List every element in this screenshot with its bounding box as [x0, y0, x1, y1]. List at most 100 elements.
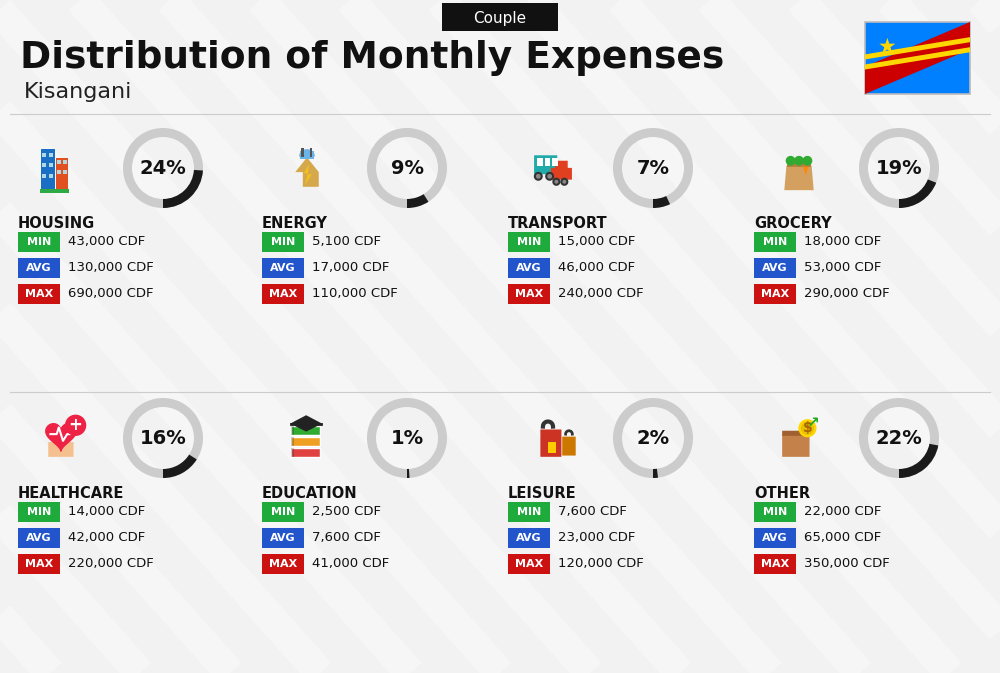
FancyBboxPatch shape — [754, 554, 796, 574]
FancyBboxPatch shape — [262, 554, 304, 574]
Text: 46,000 CDF: 46,000 CDF — [558, 262, 635, 275]
Text: Kisangani: Kisangani — [24, 82, 132, 102]
FancyBboxPatch shape — [442, 3, 558, 31]
Text: ↗: ↗ — [807, 415, 820, 430]
Polygon shape — [865, 22, 970, 94]
Text: LEISURE: LEISURE — [508, 487, 577, 501]
FancyBboxPatch shape — [262, 502, 304, 522]
FancyBboxPatch shape — [18, 258, 60, 278]
Circle shape — [553, 178, 560, 185]
FancyBboxPatch shape — [555, 161, 568, 169]
Wedge shape — [899, 180, 936, 208]
FancyBboxPatch shape — [42, 164, 46, 168]
FancyBboxPatch shape — [262, 258, 304, 278]
FancyBboxPatch shape — [508, 528, 550, 548]
FancyBboxPatch shape — [300, 151, 314, 159]
FancyBboxPatch shape — [63, 160, 67, 164]
FancyBboxPatch shape — [56, 158, 68, 191]
Wedge shape — [163, 170, 203, 208]
FancyBboxPatch shape — [49, 164, 53, 168]
Text: 42,000 CDF: 42,000 CDF — [68, 532, 145, 544]
Text: MIN: MIN — [763, 237, 787, 247]
Text: MIN: MIN — [27, 507, 51, 517]
Text: 290,000 CDF: 290,000 CDF — [804, 287, 890, 301]
Text: 53,000 CDF: 53,000 CDF — [804, 262, 881, 275]
FancyBboxPatch shape — [754, 258, 796, 278]
Circle shape — [546, 172, 553, 180]
Text: MAX: MAX — [25, 289, 53, 299]
Wedge shape — [163, 454, 197, 478]
Text: GROCERY: GROCERY — [754, 217, 832, 232]
FancyBboxPatch shape — [545, 158, 550, 166]
Text: 2%: 2% — [636, 429, 670, 448]
Text: 22%: 22% — [876, 429, 922, 448]
FancyBboxPatch shape — [18, 502, 60, 522]
Wedge shape — [407, 469, 410, 478]
Text: 5,100 CDF: 5,100 CDF — [312, 236, 381, 248]
Text: 240,000 CDF: 240,000 CDF — [558, 287, 644, 301]
Text: 2,500 CDF: 2,500 CDF — [312, 505, 381, 518]
FancyBboxPatch shape — [548, 442, 556, 453]
Circle shape — [561, 178, 568, 185]
FancyBboxPatch shape — [41, 149, 55, 191]
Text: 7,600 CDF: 7,600 CDF — [558, 505, 627, 518]
Text: 130,000 CDF: 130,000 CDF — [68, 262, 154, 275]
FancyBboxPatch shape — [534, 155, 557, 174]
FancyBboxPatch shape — [291, 448, 320, 457]
FancyBboxPatch shape — [18, 232, 60, 252]
FancyBboxPatch shape — [551, 168, 572, 180]
Polygon shape — [295, 157, 319, 187]
Text: Distribution of Monthly Expenses: Distribution of Monthly Expenses — [20, 40, 724, 76]
Wedge shape — [613, 398, 693, 478]
FancyBboxPatch shape — [63, 170, 67, 174]
FancyBboxPatch shape — [57, 170, 61, 174]
Circle shape — [548, 174, 551, 178]
FancyBboxPatch shape — [262, 528, 304, 548]
Text: AVG: AVG — [270, 533, 296, 543]
Circle shape — [802, 423, 813, 434]
FancyBboxPatch shape — [18, 554, 60, 574]
FancyBboxPatch shape — [508, 258, 550, 278]
Polygon shape — [803, 167, 808, 175]
FancyBboxPatch shape — [782, 433, 810, 457]
FancyBboxPatch shape — [40, 189, 69, 193]
Circle shape — [537, 174, 540, 178]
Circle shape — [795, 157, 803, 165]
Polygon shape — [300, 150, 314, 156]
FancyBboxPatch shape — [865, 22, 970, 94]
Text: MAX: MAX — [761, 289, 789, 299]
Text: 690,000 CDF: 690,000 CDF — [68, 287, 154, 301]
Text: 1%: 1% — [390, 429, 424, 448]
FancyBboxPatch shape — [552, 158, 558, 166]
Wedge shape — [859, 128, 939, 208]
Polygon shape — [784, 166, 814, 190]
Text: ★: ★ — [878, 37, 896, 57]
Text: 7%: 7% — [637, 160, 670, 178]
FancyBboxPatch shape — [508, 554, 550, 574]
Text: 16%: 16% — [140, 429, 186, 448]
FancyBboxPatch shape — [562, 437, 576, 456]
FancyBboxPatch shape — [754, 502, 796, 522]
Polygon shape — [46, 424, 76, 451]
FancyBboxPatch shape — [291, 448, 294, 457]
Text: MIN: MIN — [271, 237, 295, 247]
FancyBboxPatch shape — [291, 426, 294, 435]
Text: MAX: MAX — [515, 289, 543, 299]
Text: AVG: AVG — [270, 263, 296, 273]
FancyBboxPatch shape — [18, 528, 60, 548]
Polygon shape — [304, 164, 312, 184]
FancyBboxPatch shape — [508, 502, 550, 522]
Text: TRANSPORT: TRANSPORT — [508, 217, 608, 232]
Wedge shape — [613, 128, 693, 208]
Text: HOUSING: HOUSING — [18, 217, 95, 232]
Wedge shape — [899, 444, 938, 478]
Polygon shape — [865, 37, 970, 59]
Wedge shape — [653, 196, 670, 208]
Circle shape — [786, 157, 795, 165]
Text: EDUCATION: EDUCATION — [262, 487, 358, 501]
FancyBboxPatch shape — [540, 429, 561, 457]
FancyBboxPatch shape — [754, 528, 796, 548]
Text: ENERGY: ENERGY — [262, 217, 328, 232]
FancyBboxPatch shape — [787, 162, 811, 167]
Text: 23,000 CDF: 23,000 CDF — [558, 532, 635, 544]
